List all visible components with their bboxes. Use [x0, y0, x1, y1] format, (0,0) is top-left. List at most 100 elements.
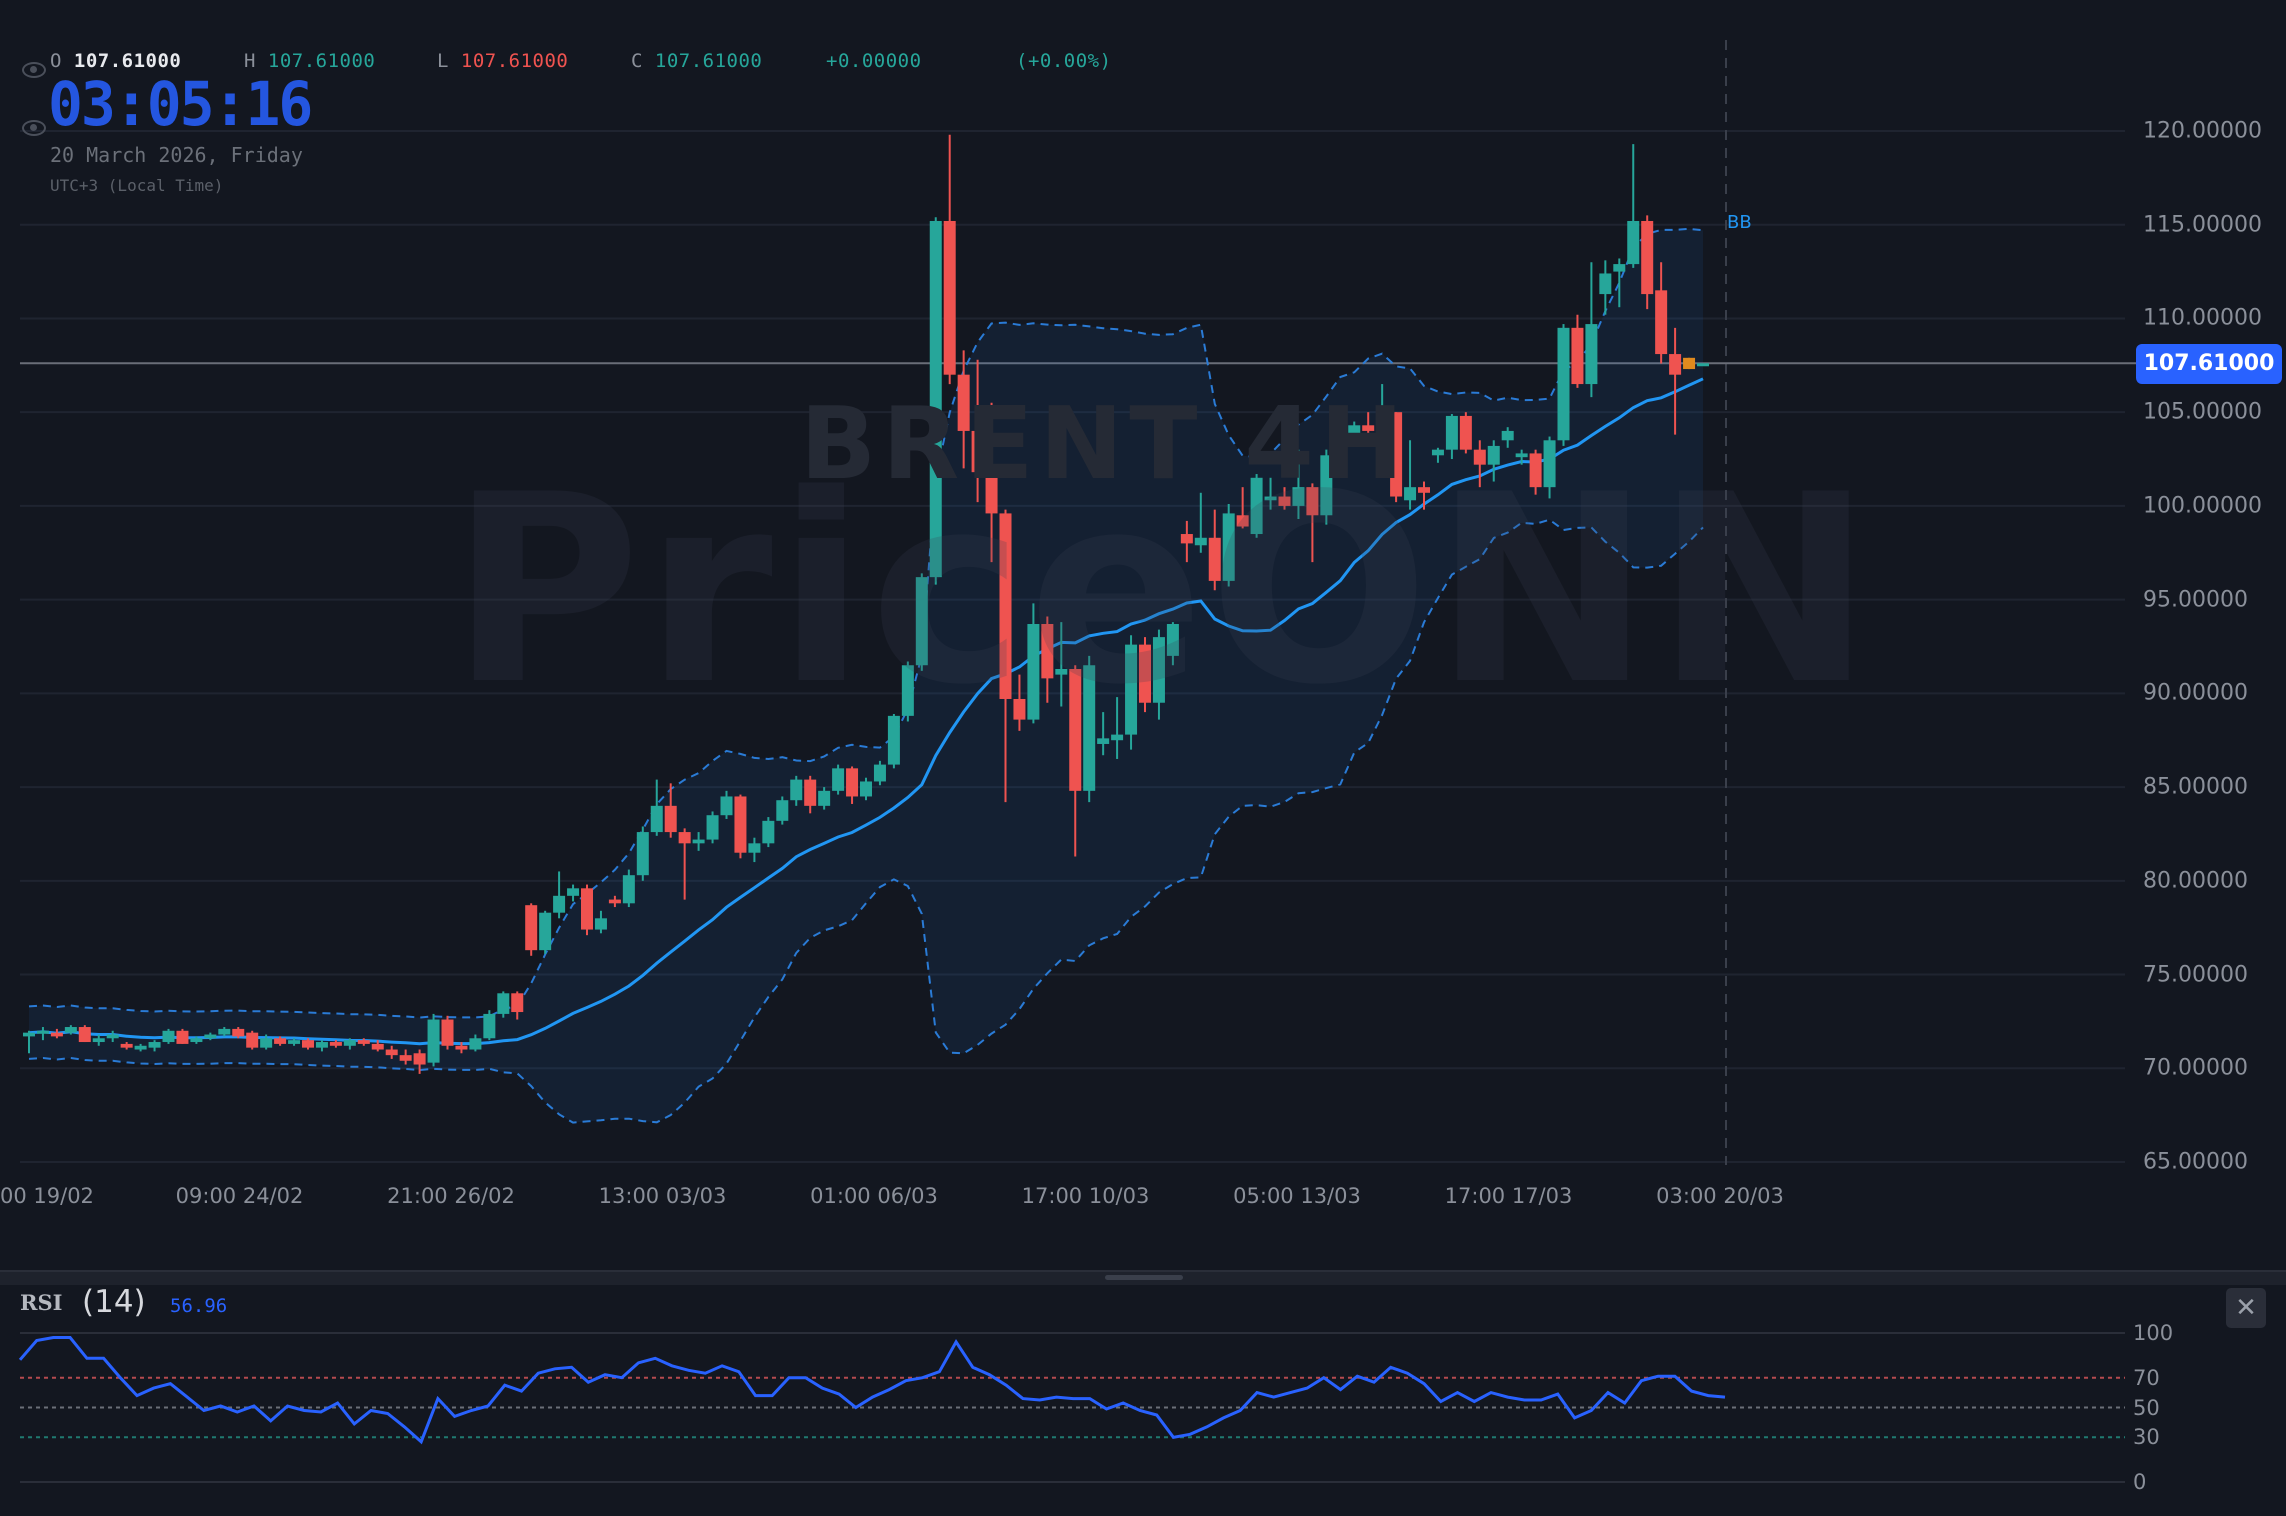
candle: [1571, 314, 1584, 388]
candle-body: [636, 832, 649, 876]
candle-body: [1487, 445, 1500, 465]
candle: [901, 661, 914, 722]
candle-body: [1697, 363, 1709, 367]
candle-body: [427, 1019, 440, 1063]
candle-body: [246, 1032, 259, 1048]
date-label: 20 March 2026, Friday: [50, 143, 303, 167]
candle-body: [804, 779, 817, 806]
watermark-symbol: BRENT 4H: [800, 385, 1410, 502]
candle-body: [1083, 665, 1096, 791]
candle-body: [1571, 327, 1584, 385]
candle: [706, 811, 719, 844]
candle-body: [232, 1028, 245, 1037]
candle: [50, 1028, 63, 1039]
candle: [78, 1025, 91, 1043]
candle: [790, 775, 803, 806]
candle-body: [92, 1038, 105, 1043]
candle: [371, 1040, 384, 1052]
candle-body: [887, 715, 900, 765]
rsi-line: [18, 1336, 1726, 1445]
candle: [64, 1025, 77, 1035]
candle-body: [274, 1038, 287, 1044]
candle-body: [497, 993, 510, 1014]
candle-body: [1097, 738, 1110, 744]
candle-body: [1041, 624, 1054, 679]
candle-body: [1306, 487, 1319, 516]
candle: [1557, 324, 1570, 446]
candle-body: [985, 472, 998, 514]
candle: [1041, 616, 1054, 703]
candle-body: [1348, 425, 1361, 437]
eye-icon[interactable]: [22, 62, 46, 78]
pane-resize-handle[interactable]: [1105, 1275, 1183, 1280]
candle-body: [581, 888, 593, 930]
candle: [929, 217, 942, 585]
candle: [1655, 262, 1668, 364]
candle-body: [873, 764, 886, 782]
candle: [106, 1030, 119, 1043]
candle: [343, 1038, 356, 1050]
candle: [622, 869, 635, 908]
candle-body: [1431, 449, 1444, 456]
candle: [1543, 436, 1556, 499]
candle: [1222, 504, 1235, 587]
candle-body: [1222, 513, 1235, 581]
time-tick-label: 00 19/02: [0, 1184, 94, 1208]
high-value: 107.61000: [267, 50, 376, 72]
candle: [455, 1042, 468, 1054]
candle: [1097, 712, 1110, 756]
candle: [860, 777, 872, 801]
candle: [329, 1040, 342, 1048]
candle: [511, 991, 524, 1020]
open-value: 107.61000: [73, 50, 182, 72]
candle: [1278, 487, 1291, 510]
eye-icon[interactable]: [22, 120, 46, 136]
change-percent: (+0.00%): [1016, 50, 1112, 72]
candle: [1152, 629, 1165, 720]
candle: [1515, 449, 1528, 465]
candle: [162, 1028, 175, 1044]
candle-body: [553, 895, 566, 913]
candle-body: [302, 1040, 314, 1048]
candle: [1292, 449, 1305, 520]
time-tick-label: 17:00 10/03: [1021, 1184, 1150, 1208]
bb-indicator-label[interactable]: BB: [1727, 212, 1752, 233]
candle-body: [594, 918, 607, 930]
rsi-name: RSI: [20, 1290, 63, 1315]
watermark-brand: PriceONN: [450, 440, 1877, 742]
candle: [734, 794, 747, 859]
ohlc-low: L 107.61000: [437, 50, 568, 72]
candle-body: [818, 790, 831, 806]
candle-body: [860, 781, 872, 797]
candle-body: [1055, 668, 1068, 675]
candle: [1683, 357, 1696, 370]
high-label: H: [244, 50, 256, 72]
close-icon[interactable]: ✕: [2226, 1288, 2266, 1328]
candle-body: [1069, 668, 1082, 791]
candle-body: [1013, 698, 1026, 720]
price-tick-label: 105.00000: [2143, 399, 2262, 425]
candle-body: [650, 805, 663, 833]
candle-body: [260, 1038, 273, 1048]
candle-body: [748, 843, 761, 853]
candle: [650, 779, 663, 836]
candle-body: [1529, 453, 1542, 488]
candle: [957, 350, 970, 469]
candle: [525, 903, 538, 956]
candle-body: [1292, 487, 1305, 506]
candle-body: [357, 1040, 370, 1044]
candle: [497, 991, 510, 1018]
candle: [357, 1038, 370, 1046]
candle-body: [720, 796, 733, 816]
time-tick-label: 09:00 24/02: [175, 1184, 304, 1208]
candle: [1334, 430, 1347, 473]
bollinger-band-fill: [29, 228, 1703, 1123]
candle-body: [567, 888, 580, 896]
candle-body: [706, 815, 719, 840]
candle-body: [1669, 354, 1682, 375]
candle: [1027, 603, 1040, 724]
candle: [818, 787, 831, 810]
candle: [776, 796, 789, 825]
candle-body: [1585, 324, 1598, 385]
